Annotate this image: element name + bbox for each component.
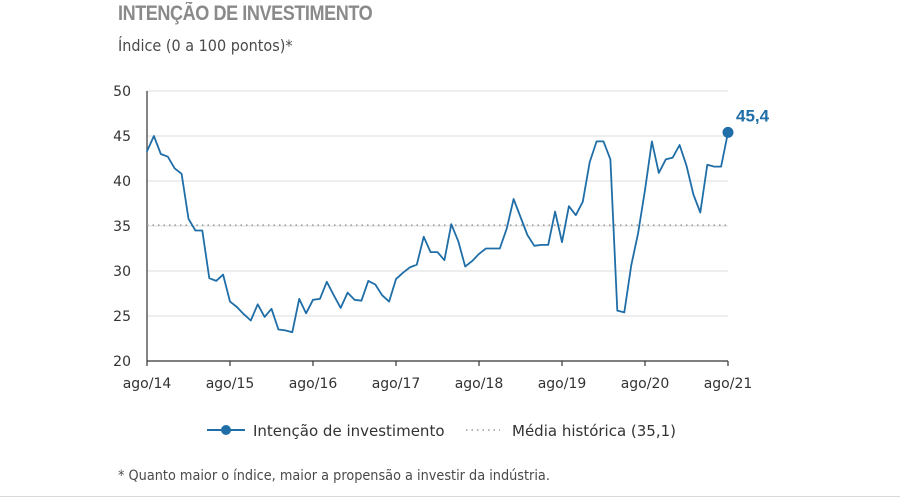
x-tick-label: ago/14 (123, 376, 172, 392)
annotations: 45,4 (736, 106, 770, 125)
y-axis: 20 25 30 35 40 45 50 (113, 84, 148, 370)
footnote: * Quanto maior o índice, maior a propens… (118, 468, 550, 484)
x-tick-label: ago/16 (289, 376, 338, 392)
x-axis: ago/14 ago/15 ago/16 ago/17 ago/18 ago/19 ago/… (123, 360, 753, 392)
legend-series-label: Intenção de investimento (253, 422, 445, 440)
x-tick-label: ago/15 (206, 376, 255, 392)
y-tick-label: 40 (113, 174, 131, 190)
legend-average-label: Média histórica (35,1) (512, 422, 676, 440)
bottom-divider (0, 496, 900, 497)
last-point-marker (722, 126, 734, 138)
grid-lines (147, 90, 728, 317)
x-tick-label: ago/21 (704, 376, 753, 392)
x-tick-label: ago/18 (455, 376, 504, 392)
investment-series-line (146, 131, 729, 334)
legend-series-marker (221, 425, 231, 435)
y-tick-label: 50 (113, 84, 131, 100)
y-tick-label: 35 (113, 219, 131, 235)
legend: Intenção de investimento Média histórica… (207, 422, 676, 440)
last-value-label: 45,4 (736, 106, 770, 125)
y-tick-label: 20 (113, 354, 131, 370)
y-tick-label: 30 (113, 264, 131, 280)
x-tick-label: ago/20 (621, 376, 670, 392)
x-tick-label: ago/17 (372, 376, 421, 392)
x-tick-label: ago/19 (538, 376, 587, 392)
chart-subtitle: Índice (0 a 100 pontos)* (118, 36, 293, 55)
chart-title: INTENÇÃO DE INVESTIMENTO (118, 2, 373, 25)
y-tick-label: 25 (113, 309, 131, 325)
investment-series (146, 126, 734, 334)
y-tick-label: 45 (113, 129, 131, 145)
